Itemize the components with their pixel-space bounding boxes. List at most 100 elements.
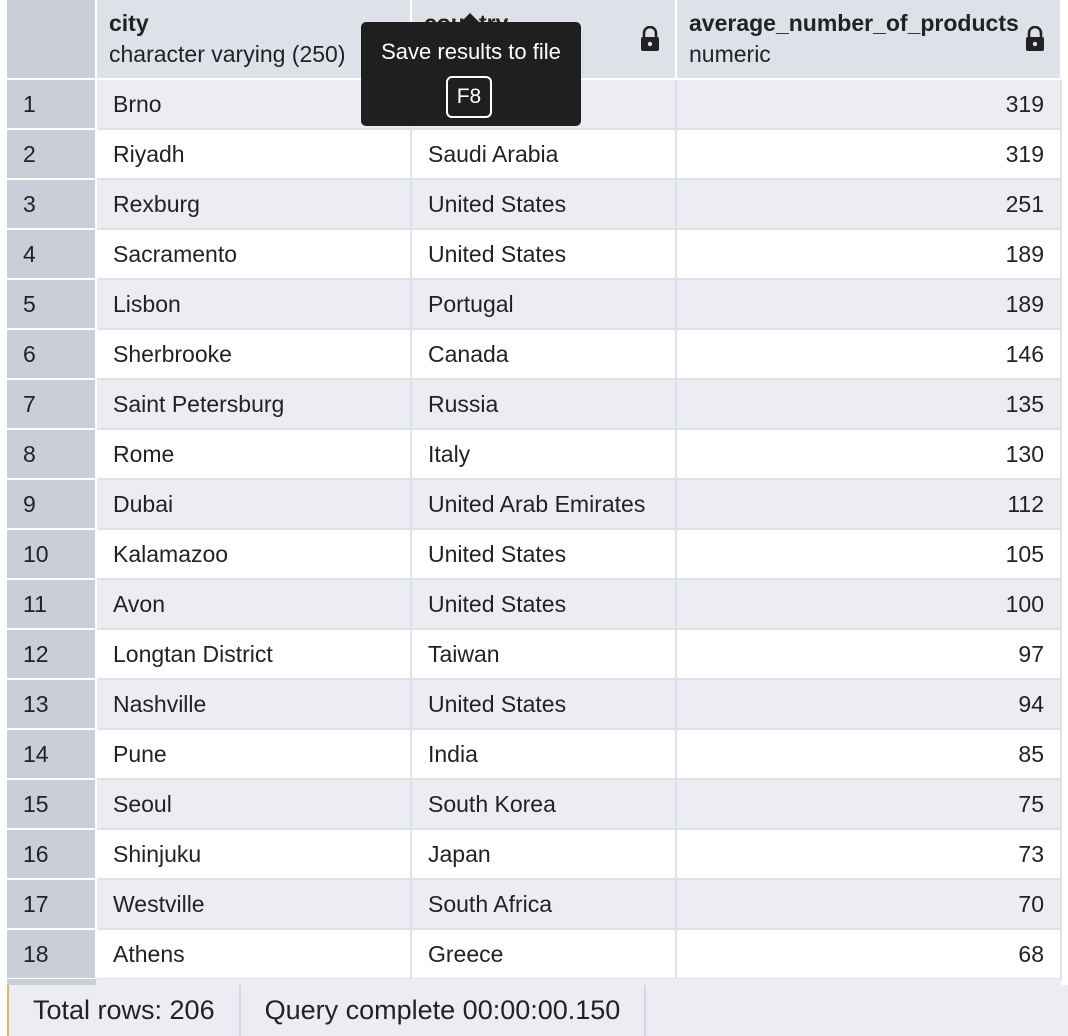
cell-city[interactable]: Dubai [96,479,412,530]
cell-average[interactable]: 319 [676,129,1062,180]
cell-country[interactable]: United States [411,529,677,580]
table-row[interactable]: 11 Avon United States 100 [7,579,1062,630]
cell-city[interactable]: Westville [96,879,412,930]
table-row[interactable]: 14 Pune India 85 [7,729,1062,780]
cell-city[interactable]: Lisbon [96,279,412,330]
cell-city[interactable]: Seoul [96,779,412,830]
cell-city[interactable]: Pune [96,729,412,780]
query-complete-status: Query complete 00:00:00.150 [241,985,647,1036]
row-number[interactable]: 1 [7,79,97,130]
row-number[interactable]: 15 [7,779,97,830]
cell-country[interactable]: Portugal [411,279,677,330]
cell-country[interactable]: United States [411,579,677,630]
cell-country[interactable]: Canada [411,329,677,380]
cell-average[interactable]: 251 [676,179,1062,230]
table-row[interactable]: 2 Riyadh Saudi Arabia 319 [7,129,1062,180]
table-row[interactable]: 5 Lisbon Portugal 189 [7,279,1062,330]
row-number[interactable]: 2 [7,129,97,180]
cell-country[interactable]: Taiwan [411,629,677,680]
cell-city[interactable]: Brno [96,79,412,130]
cell-city[interactable]: Nashville [96,679,412,730]
table-row[interactable]: 8 Rome Italy 130 [7,429,1062,480]
results-grid: city character varying (250) country ave… [7,0,1062,980]
row-number[interactable]: 3 [7,179,97,230]
cell-average[interactable]: 100 [676,579,1062,630]
cell-average[interactable]: 70 [676,879,1062,930]
table-row[interactable]: 3 Rexburg United States 251 [7,179,1062,230]
cell-city[interactable]: Longtan District [96,629,412,680]
status-bar: Total rows: 206 Query complete 00:00:00.… [7,985,1068,1036]
cell-average[interactable]: 97 [676,629,1062,680]
table-row[interactable]: 12 Longtan District Taiwan 97 [7,629,1062,680]
cell-city[interactable]: Rome [96,429,412,480]
row-number[interactable]: 9 [7,479,97,530]
cell-country[interactable]: Japan [411,829,677,880]
partial-table-row [7,979,1061,987]
cell-country[interactable]: South Korea [411,779,677,830]
column-header-city[interactable]: city character varying (250) [96,0,412,80]
cell-country[interactable]: United Arab Emirates [411,479,677,530]
row-number[interactable]: 13 [7,679,97,730]
cell-city[interactable]: Shinjuku [96,829,412,880]
cell-country[interactable]: Italy [411,429,677,480]
row-number[interactable]: 10 [7,529,97,580]
cell-country[interactable]: United States [411,179,677,230]
cell-city[interactable]: Rexburg [96,179,412,230]
table-row[interactable]: 15 Seoul South Korea 75 [7,779,1062,830]
keyboard-shortcut-badge: F8 [446,76,492,118]
cell-average[interactable]: 75 [676,779,1062,830]
cell-city[interactable]: Kalamazoo [96,529,412,580]
row-number[interactable]: 7 [7,379,97,430]
table-row[interactable]: 13 Nashville United States 94 [7,679,1062,730]
row-number[interactable]: 11 [7,579,97,630]
cell-city[interactable]: Saint Petersburg [96,379,412,430]
lock-icon [641,26,659,51]
table-row[interactable]: 4 Sacramento United States 189 [7,229,1062,280]
partial-row-number [7,979,96,987]
cell-city[interactable]: Avon [96,579,412,630]
row-number[interactable]: 14 [7,729,97,780]
table-row[interactable]: 16 Shinjuku Japan 73 [7,829,1062,880]
cell-average[interactable]: 105 [676,529,1062,580]
row-number[interactable]: 17 [7,879,97,930]
column-header-average-number-of-products[interactable]: average_number_of_products numeric [676,0,1062,80]
row-number[interactable]: 8 [7,429,97,480]
cell-country[interactable]: United States [411,229,677,280]
cell-country[interactable]: India [411,729,677,780]
row-number-header[interactable] [7,0,97,80]
row-number[interactable]: 6 [7,329,97,380]
cell-country[interactable]: South Africa [411,879,677,930]
cell-average[interactable]: 73 [676,829,1062,880]
cell-average[interactable]: 68 [676,929,1062,980]
table-row[interactable]: 6 Sherbrooke Canada 146 [7,329,1062,380]
cell-city[interactable]: Sherbrooke [96,329,412,380]
cell-average[interactable]: 189 [676,279,1062,330]
table-row[interactable]: 18 Athens Greece 68 [7,929,1062,980]
cell-average[interactable]: 112 [676,479,1062,530]
row-number[interactable]: 12 [7,629,97,680]
lock-icon [1026,26,1044,51]
cell-country[interactable]: Greece [411,929,677,980]
cell-average[interactable]: 130 [676,429,1062,480]
cell-average[interactable]: 189 [676,229,1062,280]
cell-country[interactable]: United States [411,679,677,730]
cell-average[interactable]: 319 [676,79,1062,130]
table-row[interactable]: 9 Dubai United Arab Emirates 112 [7,479,1062,530]
table-row[interactable]: 17 Westville South Africa 70 [7,879,1062,930]
table-row[interactable]: 10 Kalamazoo United States 105 [7,529,1062,580]
cell-average[interactable]: 85 [676,729,1062,780]
cell-average[interactable]: 146 [676,329,1062,380]
cell-city[interactable]: Sacramento [96,229,412,280]
cell-country[interactable]: Saudi Arabia [411,129,677,180]
cell-country[interactable]: Russia [411,379,677,430]
table-row[interactable]: 7 Saint Petersburg Russia 135 [7,379,1062,430]
cell-city[interactable]: Riyadh [96,129,412,180]
row-number[interactable]: 5 [7,279,97,330]
cell-city[interactable]: Athens [96,929,412,980]
cell-average[interactable]: 94 [676,679,1062,730]
cell-average[interactable]: 135 [676,379,1062,430]
row-number[interactable]: 4 [7,229,97,280]
row-number[interactable]: 18 [7,929,97,980]
row-number[interactable]: 16 [7,829,97,880]
